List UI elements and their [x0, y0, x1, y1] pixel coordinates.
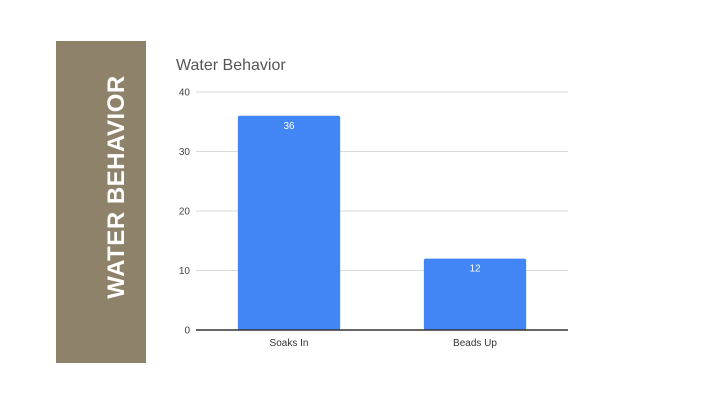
x-tick-label: Beads Up — [453, 338, 497, 349]
y-tick-label: 30 — [179, 147, 191, 158]
y-tick-label: 0 — [184, 326, 190, 337]
y-tick-label: 40 — [179, 88, 191, 99]
chart-title: Water Behavior — [176, 57, 286, 74]
data-label: 36 — [283, 121, 295, 132]
x-tick-label: Soaks In — [270, 338, 309, 349]
bar — [237, 115, 341, 330]
data-label: 12 — [469, 264, 481, 275]
bar — [423, 258, 527, 330]
y-tick-label: 10 — [179, 266, 191, 277]
y-tick-label: 20 — [179, 207, 191, 218]
side-banner — [56, 41, 146, 363]
